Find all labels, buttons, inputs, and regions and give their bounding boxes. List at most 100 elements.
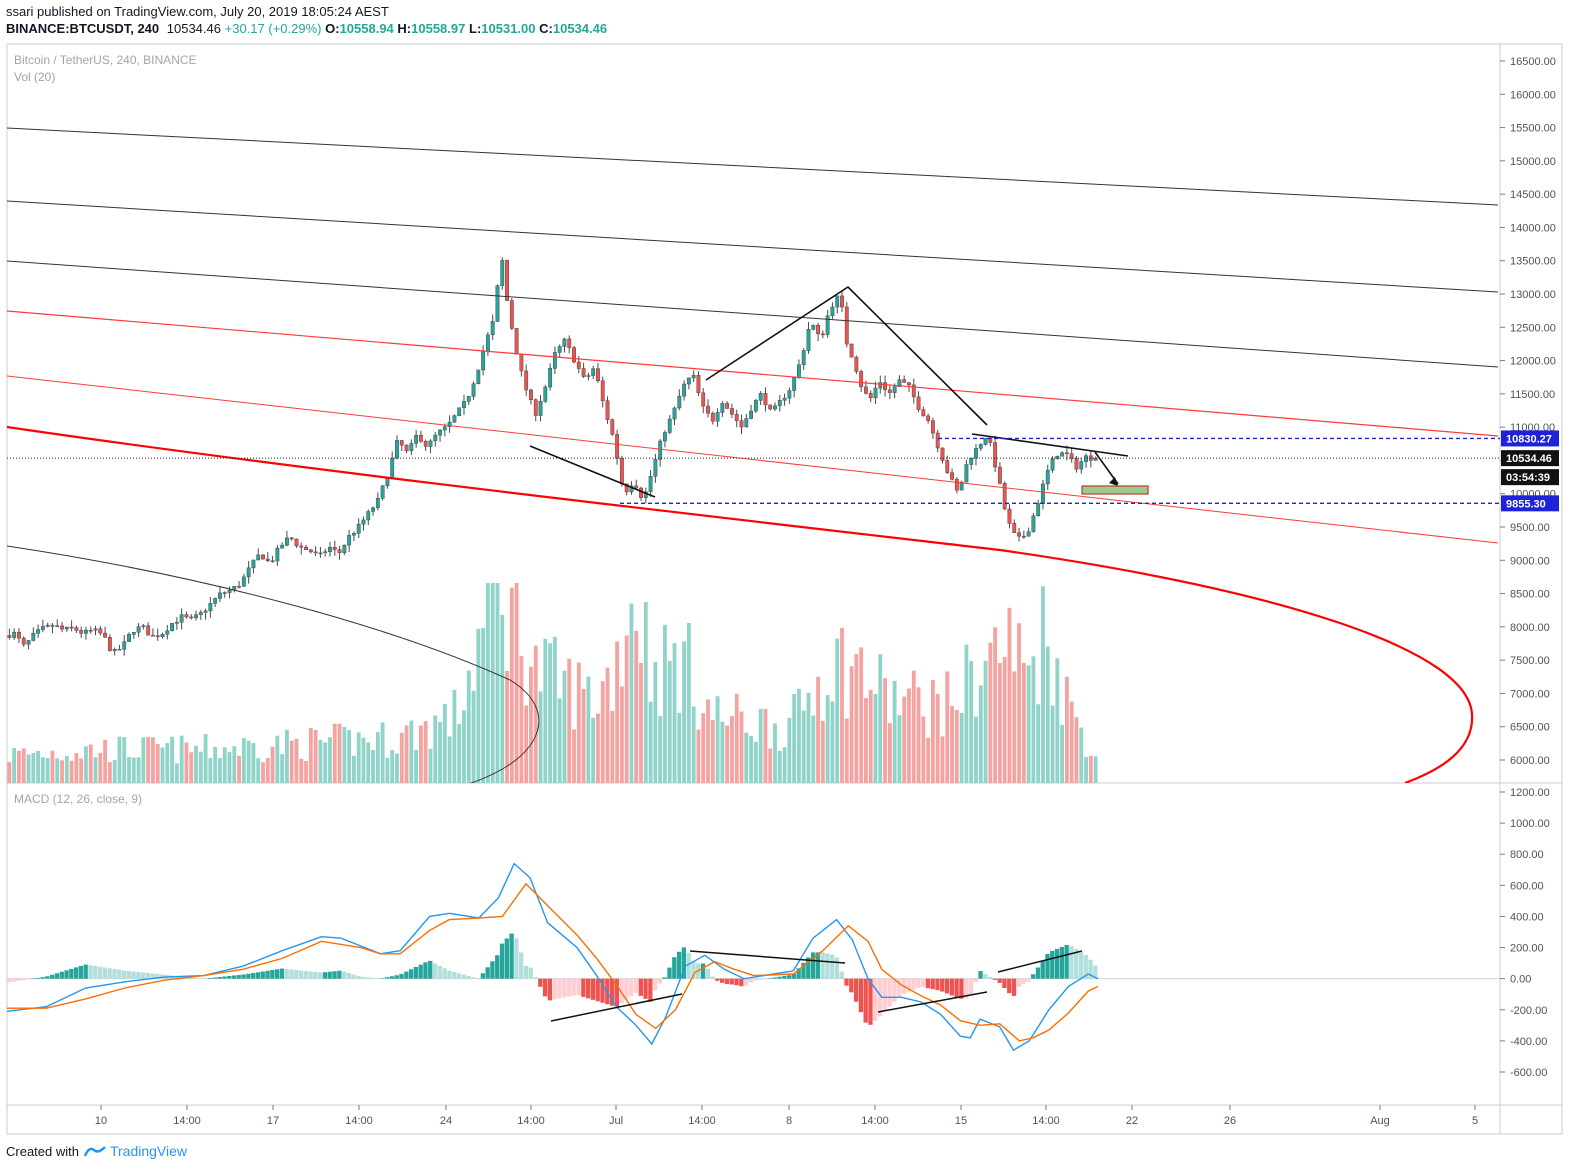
macd-histogram-bar [88,965,93,979]
macd-histogram-bar [743,978,749,986]
volume-bar [911,670,916,783]
volume-bar [418,725,423,783]
candle-body [686,377,691,385]
candle-body [385,477,390,487]
volume-bar [820,720,825,783]
volume-bar [98,752,103,783]
volume-bar [725,725,730,783]
candle-body [160,634,165,638]
volume-bar [280,754,285,783]
macd-histogram-bar [54,973,60,979]
volume-bar [988,642,993,783]
candle-body [945,460,950,473]
macd-histogram-bar [466,975,471,979]
channel-line-top [7,127,1499,206]
candle-body [136,626,141,633]
volume-bar [672,643,677,783]
volume-bar [533,645,538,783]
volume-bar [74,753,79,783]
volume-bar [844,718,849,783]
volume-bar [643,602,648,783]
volume-bar [682,641,687,783]
last-price-tag-bg [1501,450,1559,467]
candlestick-series [7,257,1098,656]
candle-body [112,648,117,651]
candle-body [983,437,988,445]
time-tick-label: 14:00 [517,1115,545,1127]
footer: Created with TradingView [6,1143,187,1159]
candle-body [107,636,112,651]
volume-bar [514,583,519,783]
candle-body [237,586,242,588]
volume-bar [79,758,84,783]
candle-body [31,633,36,641]
volume-bar [639,662,643,783]
volume-bar [974,716,978,783]
volume-bar [275,735,280,783]
candle-body [414,434,419,444]
macd-histogram-bar [887,978,892,1007]
macd-histogram-bar [408,969,414,979]
candle-body [1064,452,1069,454]
candle-body [926,415,931,421]
candle-body [581,368,586,377]
fib-arc-red [7,425,1474,783]
volume-bar [227,752,232,783]
candle-body [596,368,600,381]
volume-bar [151,737,155,783]
volume-bar [213,746,218,783]
macd-histogram-bar [1069,946,1074,979]
volume-bar [261,762,265,783]
candle-body [280,544,285,549]
candle-body [371,507,375,512]
macd-histogram-bar [428,960,433,979]
macd-histogram-bar [356,975,361,979]
candle-body [911,384,916,398]
macd-histogram-bar [734,978,739,986]
macd-histogram-bar [897,978,902,997]
channel-line-red-lower [7,375,1499,544]
macd-histogram-bar [767,978,773,979]
macd-histogram-bar [150,973,155,979]
volume-bar [366,742,371,783]
last-price: 10534.46 [166,21,221,36]
candle-body [1069,453,1074,459]
candle-body [1060,452,1065,457]
candle-body [380,485,385,499]
volume-bar [270,746,275,783]
candle-body [533,399,538,416]
macd-histogram-bar [892,978,897,1002]
candle-body [509,300,514,329]
macd-histogram-bar [944,978,950,994]
volume-bar [921,716,926,783]
symbol-name: BINANCE:BTCUSDT, 240 [6,21,160,36]
candle-body [835,295,840,308]
target-box [1081,485,1149,495]
candle-body [959,481,964,491]
macd-histogram-bar [155,973,160,979]
macd-histogram-bar [346,973,352,979]
price-tick-label: 7000.00 [1510,688,1550,700]
volume-bar [241,738,246,783]
macd-histogram-bar [322,972,328,979]
volume-bar [179,735,184,783]
volume-bar [438,722,442,783]
tradingview-brand[interactable]: TradingView [109,1143,188,1159]
macd-pane-title: MACD (12, 26, close, 9) [14,792,142,806]
volume-bar [816,676,820,783]
macd-histogram-bar [533,977,538,979]
trendline-drawings[interactable] [7,127,1500,785]
macd-histogram-bar [73,967,79,979]
volume-bar [902,696,907,783]
volume-bar [189,752,194,783]
volume-bar [787,717,792,783]
volume-bar [299,758,304,783]
macd-histogram-bar [16,978,21,981]
candle-body [548,368,553,388]
macd-histogram-bar [389,976,395,979]
time-tick-label: 17 [267,1115,279,1127]
macd-histogram-bar [585,978,591,999]
macd-histogram-bar [1064,944,1069,979]
volume-bar [624,635,629,783]
